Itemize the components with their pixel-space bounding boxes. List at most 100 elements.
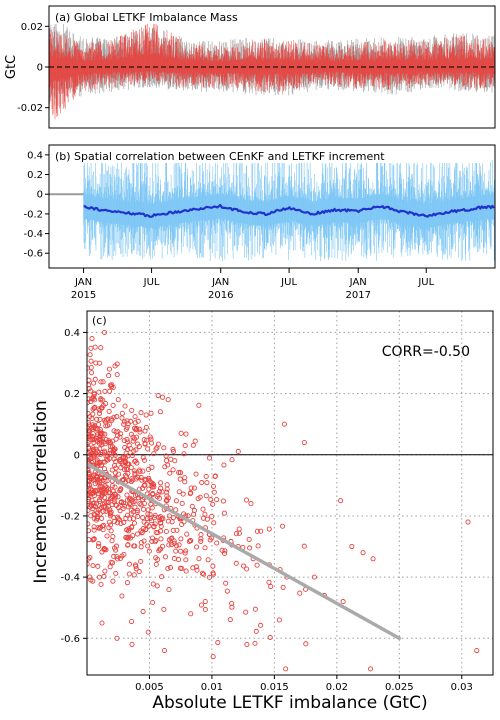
scatter-point xyxy=(349,543,355,550)
scatter-point xyxy=(133,427,139,433)
scatter-point xyxy=(114,635,120,641)
scatter-point xyxy=(110,402,116,409)
scatter-point xyxy=(206,574,213,580)
scatter-point xyxy=(182,443,188,449)
scatter-point xyxy=(129,641,135,647)
scatter-point xyxy=(147,478,153,484)
series-imbalance xyxy=(49,22,495,122)
panel-c-title: (c) xyxy=(92,314,107,327)
scatter-point xyxy=(138,558,144,565)
x-tick-month: JAN xyxy=(74,277,92,288)
scatter-point xyxy=(159,489,165,495)
scatter-point xyxy=(89,370,95,376)
scatter-point xyxy=(243,609,249,615)
panel-b-x-axis: JAN 2015 JUL JAN 2016 JUL JAN 2017 JUL xyxy=(71,268,435,301)
scatter-point xyxy=(222,548,228,554)
scatter-point xyxy=(116,505,122,511)
scatter-point xyxy=(126,561,132,567)
scatter-point xyxy=(147,434,153,440)
scatter-point xyxy=(221,510,227,516)
scatter-point xyxy=(203,493,209,499)
scatter-point xyxy=(165,566,171,572)
scatter-point xyxy=(103,400,109,407)
scatter-point xyxy=(91,454,97,460)
scatter-point xyxy=(338,498,344,504)
regression-line xyxy=(87,462,402,641)
scatter-point xyxy=(166,537,172,543)
scatter-point xyxy=(100,379,106,385)
scatter-point xyxy=(111,553,117,560)
scatter-point xyxy=(113,547,119,553)
scatter-point xyxy=(114,361,120,367)
scatter-point xyxy=(280,584,286,590)
scatter-point xyxy=(255,543,261,549)
scatter-point xyxy=(211,520,217,526)
scatter-point xyxy=(188,490,194,496)
y-tick-label: 0 xyxy=(37,63,43,74)
scatter-point xyxy=(110,494,116,500)
scatter-point xyxy=(87,420,91,426)
scatter-point xyxy=(208,497,214,503)
scatter-point xyxy=(88,365,94,371)
scatter-point xyxy=(98,487,104,493)
scatter-point xyxy=(474,647,480,654)
scatter-point xyxy=(109,502,115,508)
scatter-point xyxy=(91,524,97,530)
scatter-point xyxy=(129,476,135,482)
scatter-point xyxy=(129,524,135,530)
scatter-point xyxy=(92,423,98,429)
scatter-point xyxy=(153,530,159,536)
scatter-point xyxy=(150,490,156,497)
scatter-point xyxy=(98,581,104,587)
scatter-point xyxy=(229,457,235,463)
scatter-point xyxy=(92,397,98,403)
scatter-point xyxy=(99,436,105,442)
scatter-point xyxy=(161,647,167,654)
scatter-point xyxy=(94,452,100,458)
scatter-point xyxy=(105,500,111,506)
scatter-point xyxy=(99,484,105,490)
scatter-point xyxy=(240,563,247,569)
scatter-point xyxy=(196,402,202,408)
scatter-point xyxy=(158,523,164,529)
scatter-point xyxy=(87,444,91,450)
scatter-point xyxy=(202,511,208,517)
scatter-point xyxy=(202,545,208,551)
scatter-point xyxy=(87,410,91,417)
scatter-point xyxy=(181,451,187,457)
scatter-point xyxy=(106,366,113,372)
scatter-point xyxy=(102,546,108,552)
scatter-point xyxy=(153,555,159,561)
scatter-point xyxy=(109,538,115,544)
scatter-point xyxy=(129,452,135,459)
scatter-point xyxy=(98,396,104,402)
scatter-point xyxy=(99,620,105,626)
scatter-point xyxy=(227,617,233,623)
scatter-point xyxy=(142,428,148,434)
y-tick-label: -0.2 xyxy=(60,511,80,522)
scatter-point xyxy=(122,403,128,409)
y-tick-label: -0.6 xyxy=(60,634,80,645)
scatter-point xyxy=(135,495,141,501)
scatter-point xyxy=(103,453,109,459)
scatter-point xyxy=(166,513,172,519)
scatter-point xyxy=(209,513,215,520)
scatter-point xyxy=(106,519,112,525)
panel-c-frame xyxy=(86,310,494,676)
x-tick-label: 0.03 xyxy=(451,682,473,693)
panel-b-y-axis: -0.6 -0.4 -0.2 0 0.2 0.4 xyxy=(23,150,49,260)
scatter-point xyxy=(243,497,250,503)
scatter-point xyxy=(214,496,220,503)
scatter-point xyxy=(89,415,95,422)
scatter-point xyxy=(114,554,120,560)
scatter-point xyxy=(177,548,184,554)
scatter-point xyxy=(162,464,168,470)
panel-b: (b) Spatial correlation between CEnKF an… xyxy=(23,144,496,301)
scatter-point xyxy=(94,457,100,463)
scatter-point xyxy=(170,446,176,452)
scatter-point xyxy=(134,425,140,432)
scatter-point xyxy=(113,570,119,576)
scatter-point xyxy=(133,458,139,464)
scatter-point xyxy=(125,542,131,548)
